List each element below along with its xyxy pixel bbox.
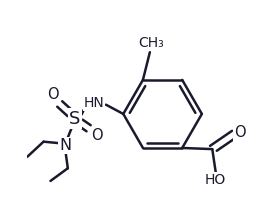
Text: O: O	[234, 125, 246, 140]
Text: O: O	[47, 87, 59, 102]
Text: N: N	[60, 138, 72, 153]
Text: O: O	[91, 128, 103, 143]
Text: HO: HO	[205, 173, 226, 187]
Text: CH₃: CH₃	[138, 36, 164, 50]
Text: HN: HN	[84, 96, 104, 110]
Text: S: S	[69, 110, 81, 128]
